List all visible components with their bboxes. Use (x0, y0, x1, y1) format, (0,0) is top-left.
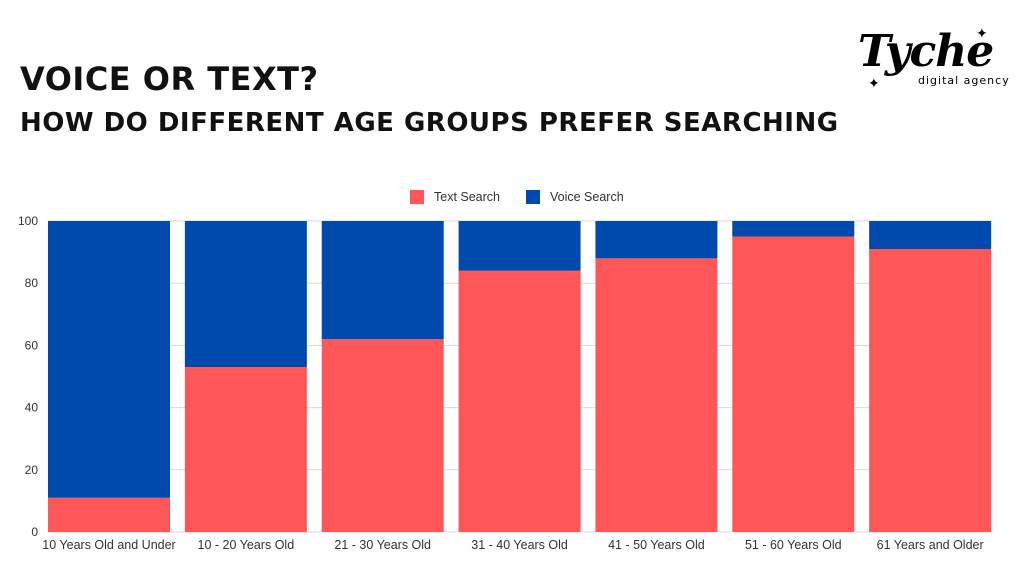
chart-subtitle: HOW DO DIFFERENT AGE GROUPS PREFER SEARC… (20, 108, 839, 138)
bar-text-search (458, 270, 581, 532)
x-tick-label: 41 - 50 Years Old (608, 538, 705, 552)
bar-text-search (595, 258, 718, 532)
bar-text-search (184, 367, 307, 532)
x-tick-label: 10 Years Old and Under (42, 538, 175, 552)
y-tick-label: 100 (18, 214, 38, 228)
bar-voice-search (458, 221, 581, 271)
bar-voice-search (595, 221, 718, 259)
sparkle-icon: ✦ (976, 25, 988, 41)
bar-text-search (732, 236, 855, 533)
x-tick-label: 21 - 30 Years Old (334, 538, 431, 552)
brand-logo: Tyche digital agency ✦ ✦ (852, 26, 1022, 94)
legend-swatch (410, 190, 424, 204)
x-tick-label: 61 Years and Older (877, 538, 984, 552)
x-tick-label: 31 - 40 Years Old (471, 538, 568, 552)
y-tick-label: 40 (25, 401, 39, 415)
sparkle-icon: ✦ (868, 75, 880, 91)
logo-wordmark: Tyche (858, 26, 994, 77)
x-tick-label: 51 - 60 Years Old (745, 538, 842, 552)
bar-voice-search (48, 221, 170, 498)
logo-tagline: digital agency (918, 74, 1010, 87)
y-tick-label: 0 (31, 525, 38, 539)
bar-voice-search (321, 221, 444, 340)
bar-text-search (869, 248, 992, 533)
bar-voice-search (732, 221, 855, 237)
legend-label: Text Search (434, 190, 500, 204)
y-tick-label: 20 (25, 463, 39, 477)
legend-label: Voice Search (550, 190, 624, 204)
y-tick-label: 60 (25, 338, 39, 352)
y-tick-label: 80 (25, 276, 39, 290)
bar-text-search (321, 339, 444, 532)
bar-text-search (48, 497, 170, 532)
bar-voice-search (184, 221, 307, 368)
legend-swatch (526, 190, 540, 204)
x-tick-label: 10 - 20 Years Old (198, 538, 295, 552)
chart-title: VOICE OR TEXT? (20, 60, 319, 98)
bar-voice-search (869, 221, 992, 249)
